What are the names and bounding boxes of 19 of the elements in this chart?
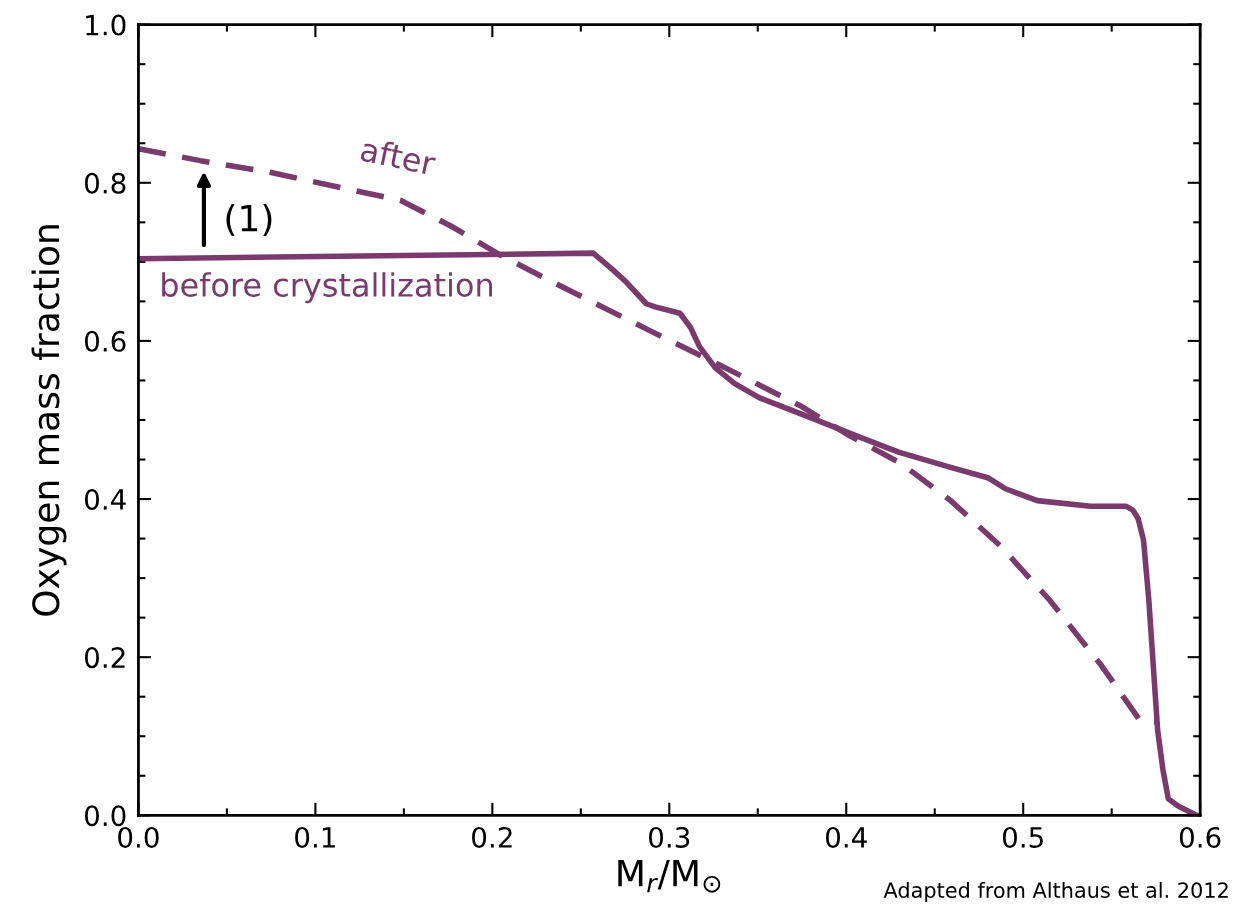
y-tick-label: 1.0 [86,14,126,36]
y-tick-label: 0.2 [84,647,125,669]
annotation: (1) [226,203,272,237]
y-tick-label: 0.4 [84,488,126,510]
x-tick-label: 0.1 [295,826,335,848]
x-tick-label: 0.3 [649,826,690,848]
x-tick-label: 0.5 [1002,826,1043,848]
text: after [359,136,438,176]
y-axis-title: Oxygen mass fraction [31,225,67,616]
x-tick-label: 0.4 [825,826,867,848]
y-tick-label: 0.6 [84,330,126,352]
x-axis-title: M$_{r}$/M$_{⊙}$ [618,859,721,893]
x-tick-label: 0.2 [472,826,512,848]
y-tick-label: 0.0 [84,805,126,827]
y-tick-label: 0.8 [84,172,126,194]
text: Adapted from Althaus et al. 2012 [883,881,1228,903]
series-label: before crystallization [162,272,492,304]
x-tick-label: 0.6 [1179,826,1221,848]
x-tick-label: 0.0 [118,826,159,848]
